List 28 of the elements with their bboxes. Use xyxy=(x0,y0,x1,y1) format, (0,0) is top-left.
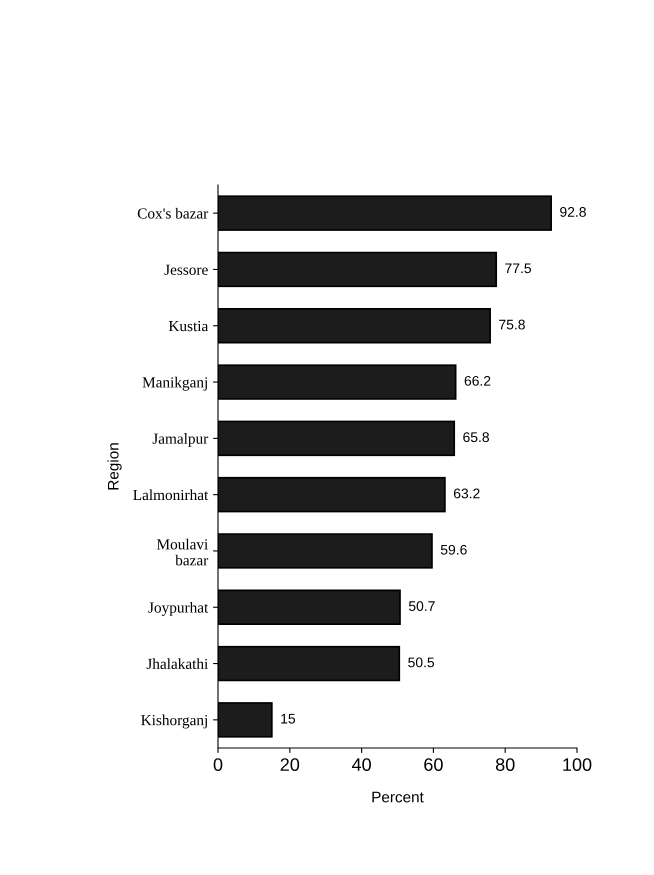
x-tick-label: 60 xyxy=(424,758,443,771)
y-tick-label: Jessore xyxy=(164,264,208,275)
data-label: 15 xyxy=(281,714,296,724)
data-label: 75.8 xyxy=(499,320,525,330)
data-label: 77.5 xyxy=(505,263,532,274)
x-tick-label: 20 xyxy=(280,758,300,771)
y-tick-label: Manikganj xyxy=(142,376,207,391)
y-tick-label: Lalmonirhat xyxy=(133,489,208,500)
data-label: 50.7 xyxy=(408,601,435,611)
x-tick-label: 80 xyxy=(496,758,515,771)
y-tick-label: Moulavi bazar xyxy=(156,538,208,566)
x-tick-label: 0 xyxy=(214,758,222,771)
data-label: 65.8 xyxy=(463,432,489,442)
x-tick-label: 40 xyxy=(352,758,371,771)
y-axis-title: Region xyxy=(107,443,122,490)
data-label: 59.6 xyxy=(440,544,467,555)
y-tick-label: Jamalpur xyxy=(152,433,208,447)
data-label: 92.8 xyxy=(560,207,586,217)
y-tick-label: Cox's bazar xyxy=(138,208,208,219)
data-label: 63.2 xyxy=(454,488,480,498)
y-tick-label: Joypurhat xyxy=(148,602,208,616)
x-tick-label: 100 xyxy=(563,758,592,771)
data-label: 50.5 xyxy=(408,657,434,668)
data-label: 66.2 xyxy=(464,376,490,386)
y-tick-label: Kustia xyxy=(168,320,208,332)
x-axis-title: Percent xyxy=(372,792,424,802)
y-tick-label: Kishorganj xyxy=(141,714,207,728)
y-tick-label: Jhalakathi xyxy=(146,658,208,669)
